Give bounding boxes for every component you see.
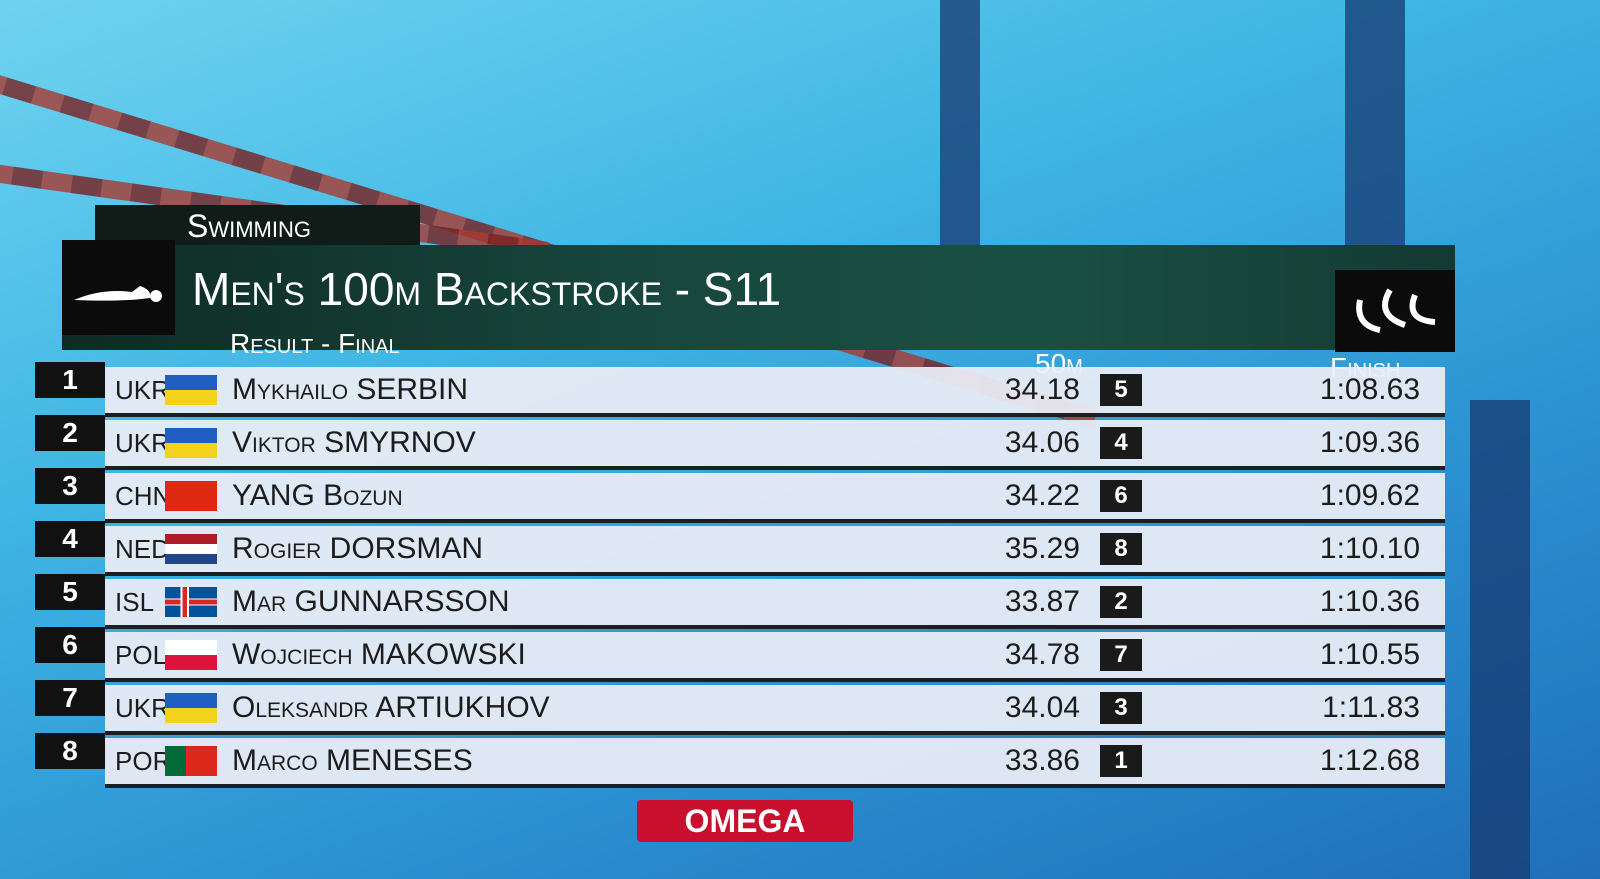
paralympic-logo-box: [1335, 270, 1455, 352]
rank: 4: [35, 521, 105, 557]
rank: 7: [35, 680, 105, 716]
split-rank: 7: [1100, 639, 1142, 671]
split-time: 34.06: [1004, 426, 1080, 459]
flag: [165, 640, 217, 670]
flag: [165, 587, 217, 617]
paralympic-logo: [1356, 288, 1436, 333]
rank: 8: [35, 733, 105, 769]
athlete-name: Oleksandr ARTIUKHOV: [232, 691, 550, 724]
rank: 2: [35, 415, 105, 451]
split-time: 33.87: [1004, 585, 1080, 618]
athlete-name: Wojciech MAKOWSKI: [232, 638, 526, 671]
flag: [165, 375, 217, 405]
split-rank: 1: [1100, 745, 1142, 777]
split-rank: 4: [1100, 427, 1142, 459]
split-time: 34.04: [1004, 691, 1080, 724]
athlete-name: Rogier DORSMAN: [232, 532, 484, 565]
event-title: Men's 100m Backstroke - S11: [192, 263, 782, 315]
country-code: UKR: [115, 428, 170, 458]
split-rank: 5: [1100, 374, 1142, 406]
country-code: POL: [115, 640, 168, 670]
split-rank: 3: [1100, 692, 1142, 724]
country-code: ISL: [115, 587, 155, 617]
country-code: UKR: [115, 693, 170, 723]
country-code: CHN: [115, 481, 172, 511]
split-time: 34.78: [1004, 638, 1080, 671]
sponsor-logo: OMEGA: [637, 800, 853, 842]
athlete-name: Mar GUNNARSSON: [232, 585, 510, 618]
result-row: UKR Mykhailo SERBIN 34.18 5 1:08.63: [105, 367, 1445, 417]
finish-time: 1:10.36: [1319, 585, 1420, 618]
flag: [165, 481, 217, 511]
flag: [165, 428, 217, 458]
country-code: NED: [115, 534, 170, 564]
subtitle: Result - Final: [230, 328, 400, 359]
athlete-name: Viktor SMYRNOV: [232, 426, 476, 459]
split-time: 35.29: [1004, 532, 1080, 565]
athlete-name: YANG Bozun: [232, 479, 403, 512]
rank: 6: [35, 627, 105, 663]
finish-time: 1:08.63: [1319, 373, 1420, 406]
flag: [165, 746, 217, 776]
result-row: POL Wojciech MAKOWSKI 34.78 7 1:10.55: [105, 632, 1445, 682]
finish-time: 1:12.68: [1319, 744, 1420, 777]
pool-line: [1470, 400, 1530, 879]
title-bar: [62, 245, 1455, 350]
split-rank: 6: [1100, 480, 1142, 512]
split-rank: 8: [1100, 533, 1142, 565]
rank: 5: [35, 574, 105, 610]
swim-icon: [74, 286, 162, 302]
result-row: UKR Viktor SMYRNOV 34.06 4 1:09.36: [105, 420, 1445, 470]
rank: 3: [35, 468, 105, 504]
finish-time: 1:11.83: [1322, 691, 1420, 724]
result-row: CHN YANG Bozun 34.22 6 1:09.62: [105, 473, 1445, 523]
pool-line: [940, 0, 980, 270]
split-time: 34.18: [1004, 373, 1080, 406]
swim-icon-box: [62, 240, 175, 335]
flag: [165, 693, 217, 723]
finish-time: 1:09.36: [1319, 426, 1420, 459]
result-row: UKR Oleksandr ARTIUKHOV 34.04 3 1:11.83: [105, 685, 1445, 735]
athlete-name: Marco MENESES: [232, 744, 473, 777]
rank: 1: [35, 362, 105, 398]
finish-time: 1:09.62: [1319, 479, 1420, 512]
finish-time: 1:10.55: [1319, 638, 1420, 671]
result-row: NED Rogier DORSMAN 35.29 8 1:10.10: [105, 526, 1445, 576]
result-row: POR Marco MENESES 33.86 1 1:12.68: [105, 738, 1445, 788]
split-time: 34.22: [1004, 479, 1080, 512]
split-time: 33.86: [1004, 744, 1080, 777]
finish-time: 1:10.10: [1319, 532, 1420, 565]
split-rank: 2: [1100, 586, 1142, 618]
country-code: UKR: [115, 375, 170, 405]
result-row: ISL Mar GUNNARSSON 33.87 2 1:10.36: [105, 579, 1445, 629]
athlete-name: Mykhailo SERBIN: [232, 373, 469, 406]
country-code: POR: [115, 746, 172, 776]
flag: [165, 534, 217, 564]
